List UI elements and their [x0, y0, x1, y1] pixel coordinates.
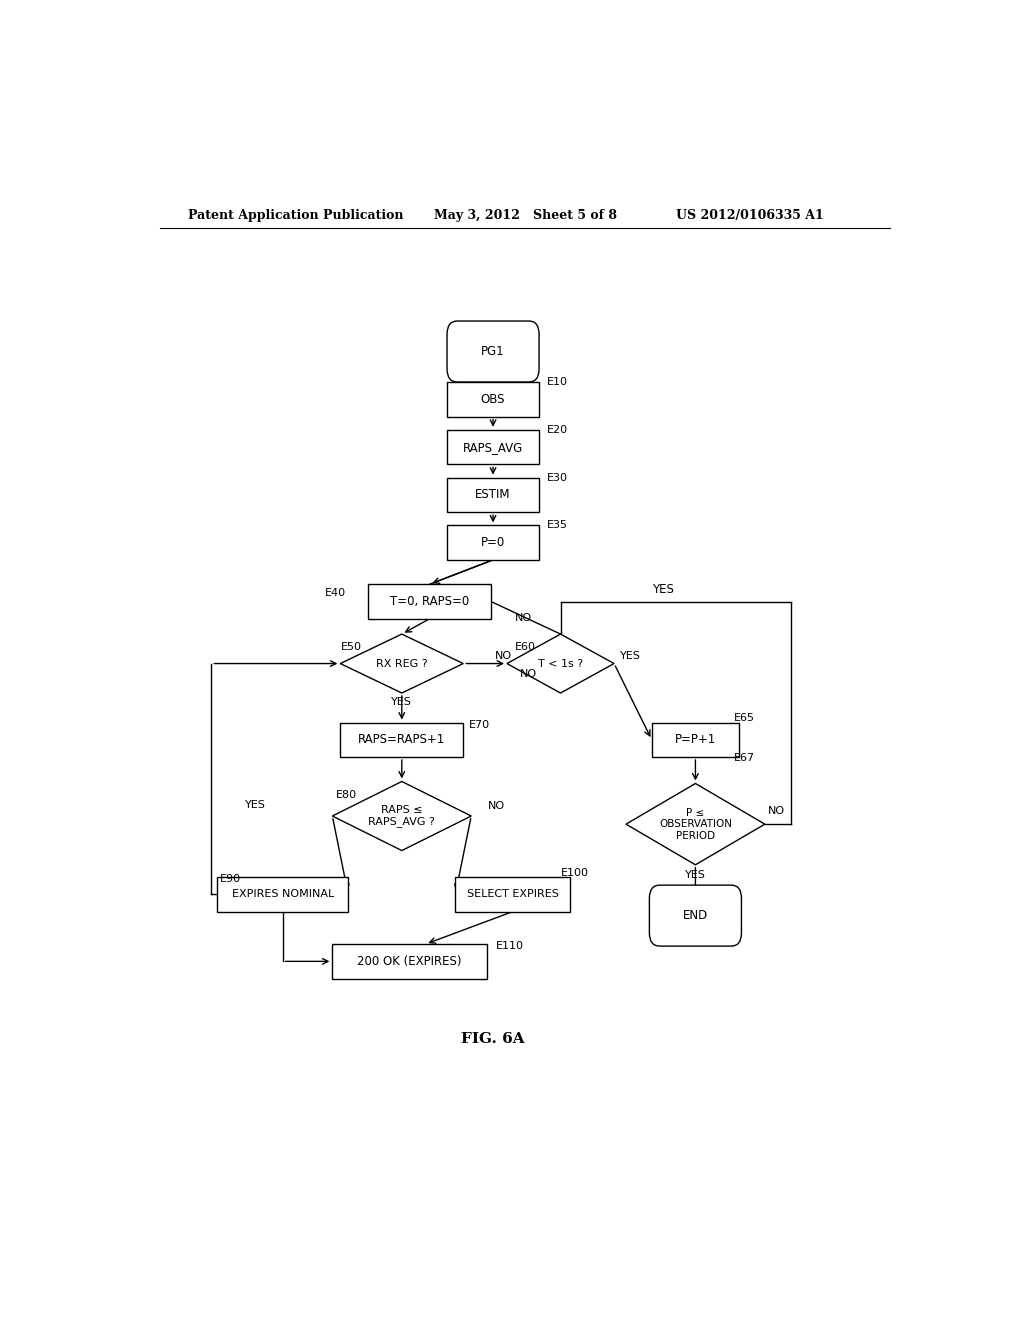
Polygon shape: [626, 784, 765, 865]
FancyBboxPatch shape: [447, 430, 539, 465]
Text: E100: E100: [560, 869, 589, 878]
Text: E110: E110: [496, 941, 523, 952]
Text: E80: E80: [336, 789, 357, 800]
Text: NO: NO: [514, 612, 531, 623]
Text: RX REG ?: RX REG ?: [376, 659, 428, 668]
Text: EXPIRES NOMINAL: EXPIRES NOMINAL: [231, 890, 334, 899]
Text: RAPS_AVG: RAPS_AVG: [463, 441, 523, 454]
Text: T < 1s ?: T < 1s ?: [538, 659, 583, 668]
Text: E40: E40: [325, 589, 346, 598]
Text: NO: NO: [487, 801, 505, 810]
Text: OBS: OBS: [481, 393, 505, 405]
Text: SELECT EXPIRES: SELECT EXPIRES: [467, 890, 559, 899]
FancyBboxPatch shape: [649, 886, 741, 946]
Text: YES: YES: [685, 870, 706, 880]
Text: NO: NO: [495, 652, 512, 661]
FancyBboxPatch shape: [217, 876, 348, 912]
FancyBboxPatch shape: [447, 321, 539, 381]
FancyBboxPatch shape: [447, 525, 539, 560]
Text: Patent Application Publication: Patent Application Publication: [187, 209, 403, 222]
FancyBboxPatch shape: [340, 722, 463, 758]
Text: YES: YES: [245, 800, 265, 810]
Text: E90: E90: [220, 874, 242, 884]
Text: RAPS ≤
RAPS_AVG ?: RAPS ≤ RAPS_AVG ?: [369, 805, 435, 828]
Text: May 3, 2012   Sheet 5 of 8: May 3, 2012 Sheet 5 of 8: [433, 209, 616, 222]
Text: E35: E35: [547, 520, 568, 531]
FancyBboxPatch shape: [447, 381, 539, 417]
Text: US 2012/0106335 A1: US 2012/0106335 A1: [676, 209, 823, 222]
Text: NO: NO: [520, 669, 538, 678]
Text: P=0: P=0: [481, 536, 505, 549]
Polygon shape: [333, 781, 471, 850]
Text: 200 OK (EXPIRES): 200 OK (EXPIRES): [357, 954, 462, 968]
FancyBboxPatch shape: [651, 722, 739, 758]
Text: YES: YES: [620, 652, 641, 661]
Text: E67: E67: [733, 754, 755, 763]
Text: RAPS=RAPS+1: RAPS=RAPS+1: [358, 734, 445, 746]
Text: ESTIM: ESTIM: [475, 488, 511, 502]
Text: P=P+1: P=P+1: [675, 734, 716, 746]
FancyBboxPatch shape: [368, 585, 492, 619]
Text: T=0, RAPS=0: T=0, RAPS=0: [390, 595, 469, 609]
Text: END: END: [683, 909, 708, 923]
Text: E70: E70: [469, 719, 490, 730]
Text: E30: E30: [547, 473, 568, 483]
Text: E10: E10: [547, 378, 568, 387]
Polygon shape: [507, 634, 614, 693]
Text: YES: YES: [391, 697, 413, 708]
Text: E20: E20: [547, 425, 568, 434]
Text: NO: NO: [768, 807, 784, 816]
Text: E65: E65: [733, 713, 755, 723]
FancyBboxPatch shape: [447, 478, 539, 512]
Text: YES: YES: [652, 583, 674, 595]
Text: PG1: PG1: [481, 345, 505, 358]
FancyBboxPatch shape: [333, 944, 487, 978]
Polygon shape: [340, 634, 463, 693]
Text: FIG. 6A: FIG. 6A: [461, 1032, 525, 1045]
Text: E50: E50: [341, 643, 361, 652]
FancyBboxPatch shape: [456, 876, 570, 912]
Text: P ≤
OBSERVATION
PERIOD: P ≤ OBSERVATION PERIOD: [658, 808, 732, 841]
Text: E60: E60: [514, 643, 536, 652]
